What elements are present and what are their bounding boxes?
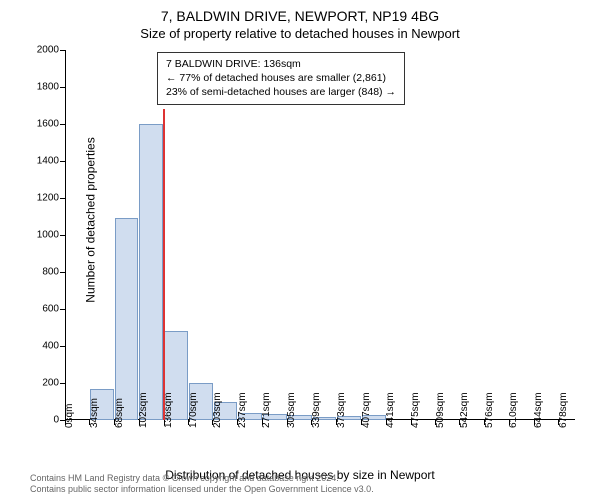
- x-tick-label: 339sqm: [309, 392, 322, 428]
- y-tick-label: 200: [42, 378, 65, 389]
- annotation-line-2: ← 77% of detached houses are smaller (2,…: [166, 71, 396, 85]
- histogram-plot: 02004006008001000120014001600180020000sq…: [65, 50, 575, 420]
- x-tick-label: 610sqm: [506, 392, 519, 428]
- histogram-bar: [115, 218, 139, 420]
- x-tick-label: 203sqm: [210, 392, 223, 428]
- annotation-line-1: 7 BALDWIN DRIVE: 136sqm: [166, 57, 396, 71]
- y-tick-label: 1200: [37, 193, 65, 204]
- x-tick-label: 644sqm: [531, 392, 544, 428]
- y-tick-label: 1000: [37, 230, 65, 241]
- x-tick-label: 407sqm: [359, 392, 372, 428]
- y-tick-label: 1400: [37, 156, 65, 167]
- x-tick-label: 441sqm: [383, 392, 396, 428]
- y-tick-label: 1800: [37, 82, 65, 93]
- title-sub: Size of property relative to detached ho…: [0, 24, 600, 41]
- reference-line: [163, 109, 165, 420]
- chart-area: 02004006008001000120014001600180020000sq…: [65, 50, 575, 420]
- x-tick-label: 34sqm: [87, 398, 100, 428]
- x-tick-label: 509sqm: [433, 392, 446, 428]
- x-tick-label: 68sqm: [112, 398, 125, 428]
- histogram-bar: [139, 124, 163, 420]
- x-tick-label: 102sqm: [136, 392, 149, 428]
- annotation-line-3: 23% of semi-detached houses are larger (…: [166, 85, 396, 99]
- y-tick-label: 400: [42, 341, 65, 352]
- x-tick-label: 271sqm: [259, 392, 272, 428]
- x-tick-label: 0sqm: [62, 404, 75, 428]
- x-tick-label: 542sqm: [457, 392, 470, 428]
- footer-attribution: Contains HM Land Registry data © Crown c…: [30, 473, 374, 496]
- title-main: 7, BALDWIN DRIVE, NEWPORT, NP19 4BG: [0, 0, 600, 24]
- x-tick-label: 170sqm: [186, 392, 199, 428]
- x-tick-label: 678sqm: [556, 392, 569, 428]
- footer-line-1: Contains HM Land Registry data © Crown c…: [30, 473, 374, 485]
- y-tick-label: 800: [42, 267, 65, 278]
- footer-line-2: Contains public sector information licen…: [30, 484, 374, 496]
- y-tick-label: 1600: [37, 119, 65, 130]
- x-tick-label: 305sqm: [284, 392, 297, 428]
- x-tick-label: 576sqm: [482, 392, 495, 428]
- y-tick-label: 2000: [37, 45, 65, 56]
- x-tick-label: 475sqm: [408, 392, 421, 428]
- y-tick-label: 600: [42, 304, 65, 315]
- y-axis-line: [65, 50, 66, 420]
- x-tick-label: 373sqm: [334, 392, 347, 428]
- annotation-box: 7 BALDWIN DRIVE: 136sqm ← 77% of detache…: [157, 52, 405, 105]
- x-tick-label: 237sqm: [235, 392, 248, 428]
